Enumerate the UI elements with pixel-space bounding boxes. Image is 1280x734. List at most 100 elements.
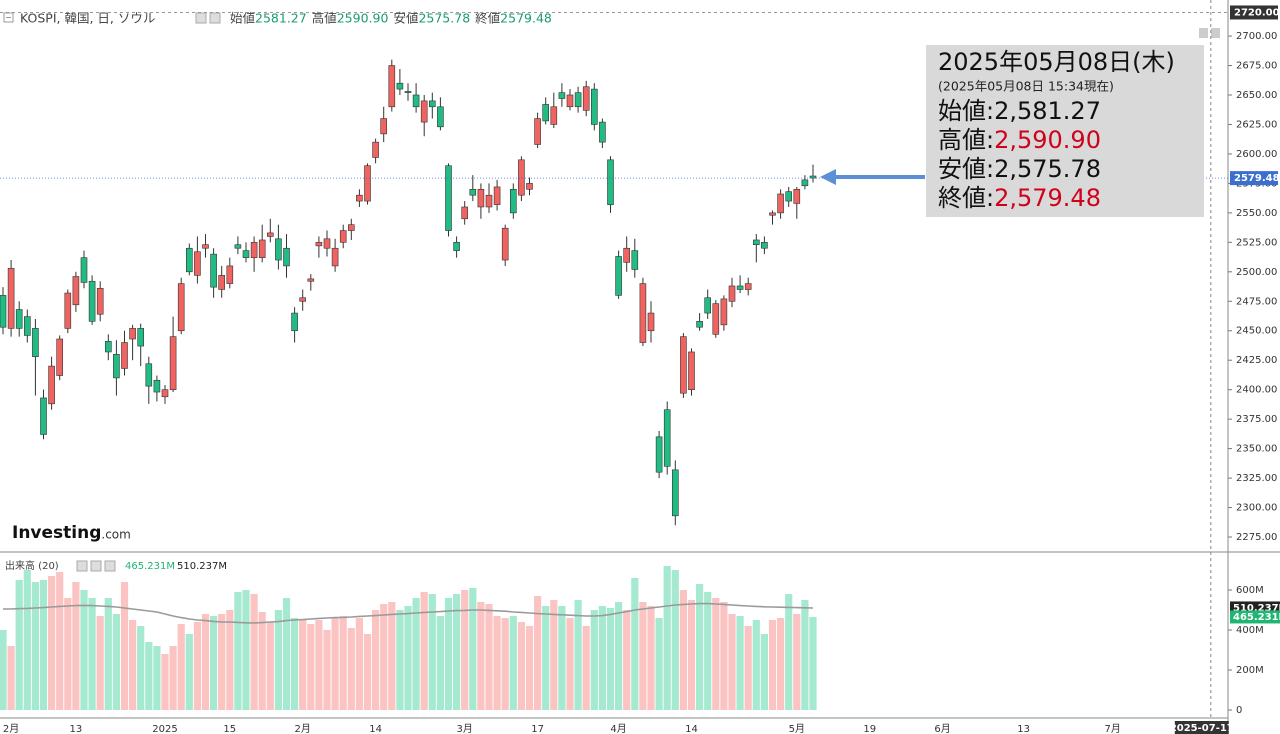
candle-body: [283, 247, 290, 267]
header-label: 高値: [312, 11, 337, 26]
x-tick-label: 2025-07-17: [1170, 723, 1234, 734]
candle-body: [56, 338, 64, 376]
candle-body: [15, 309, 23, 329]
x-label-highlight: [1174, 721, 1229, 734]
scale-icon[interactable]: [1211, 28, 1220, 38]
volume-bar: [671, 570, 679, 710]
volume-bar: [736, 616, 744, 710]
header-label: 安値: [393, 11, 418, 26]
candle-body: [153, 379, 161, 393]
volume-bar: [120, 582, 129, 710]
candle-body: [615, 256, 622, 296]
candle-body: [32, 328, 39, 357]
x-tick-label: 14: [685, 724, 698, 734]
volume-bar: [598, 606, 606, 710]
candle-body: [145, 363, 153, 387]
candle-body: [323, 238, 331, 249]
volume-bar: [785, 594, 793, 710]
x-tick-label: 2月: [3, 723, 19, 734]
y-tick-label: 2625.00: [1236, 119, 1277, 130]
candle-body: [655, 436, 663, 473]
volume-bar: [534, 596, 542, 710]
candle-body: [785, 191, 793, 202]
candle-body: [404, 91, 412, 93]
candle-body: [72, 276, 80, 306]
volume-marker-label: 510.237M: [1233, 603, 1280, 614]
collapse-icon[interactable]: [3, 12, 14, 23]
volume-bar: [169, 646, 177, 710]
volume-bar: [226, 610, 234, 710]
volume-bar: [315, 620, 323, 710]
candle-body: [712, 303, 720, 335]
header-value: 2581.27: [255, 11, 307, 26]
volume-ma-line: [3, 602, 814, 624]
info-value: 2,579.48: [994, 184, 1101, 212]
y-tick-label: 2700.00: [1236, 31, 1277, 42]
candle-body: [607, 159, 614, 205]
candle-body: [777, 193, 784, 214]
y-tick-label: 2325.00: [1236, 473, 1277, 484]
y-tick-label: 2550.00: [1236, 208, 1277, 219]
candle-body: [623, 247, 631, 263]
eye-icon[interactable]: [76, 560, 88, 572]
volume-bar: [639, 602, 647, 710]
settings-icon[interactable]: [90, 560, 102, 572]
volume-bar: [477, 602, 485, 710]
volume-bar: [56, 572, 64, 710]
x-tick-label: 2025: [152, 724, 177, 734]
volume-bar: [404, 606, 412, 710]
candle-body: [226, 265, 234, 284]
candle-body: [550, 106, 558, 125]
candle-body: [647, 312, 655, 332]
candle-body: [356, 194, 363, 202]
header-value: 2575.78: [418, 11, 470, 26]
volume-bar: [793, 614, 801, 710]
candle-body: [453, 242, 460, 251]
volume-bar: [185, 634, 193, 710]
volume-bar: [696, 584, 704, 710]
candle-body: [291, 312, 298, 332]
volume-bar: [728, 614, 736, 710]
candle-body: [234, 244, 242, 249]
candle-body: [186, 247, 193, 273]
scale-icon[interactable]: [1199, 28, 1208, 38]
volume-bar: [663, 566, 671, 710]
volume-bar: [687, 600, 696, 710]
volume-bar: [282, 598, 291, 710]
price-marker-box: [1230, 171, 1278, 186]
candle-body: [23, 316, 31, 336]
eye-icon[interactable]: [195, 12, 207, 24]
header-value: 2590.90: [337, 11, 389, 26]
volume-bar: [517, 622, 525, 710]
volume-title: 出来高 (20): [5, 559, 59, 572]
candle-body: [509, 188, 517, 214]
info-label: 安値:: [938, 155, 994, 183]
candle-body: [121, 342, 128, 369]
volume-bar: [777, 618, 785, 710]
y-tick-label: 2675.00: [1236, 61, 1277, 72]
logo-suffix: .com: [101, 528, 130, 542]
volume-bar: [210, 616, 218, 710]
volume-bar: [760, 634, 768, 710]
candle-body: [80, 257, 88, 283]
candle-body: [218, 275, 225, 290]
candle-body: [7, 267, 15, 329]
info-value: 2,575.78: [994, 155, 1101, 183]
candle-body: [558, 92, 566, 99]
candle-body: [347, 224, 355, 231]
candle-body: [437, 106, 444, 128]
candle-body: [582, 86, 590, 111]
candle-body: [64, 292, 72, 329]
logo: Investing: [12, 523, 101, 543]
x-tick-label: 2月: [295, 723, 311, 734]
candle-body: [663, 409, 671, 467]
close-icon[interactable]: [104, 560, 116, 572]
candle-body: [177, 283, 185, 332]
candle-body: [210, 253, 217, 288]
candle-body: [631, 250, 639, 270]
volume-marker-label: 465.231M: [1233, 612, 1280, 623]
candle-body: [194, 251, 201, 276]
volume-bar: [96, 616, 104, 710]
settings-icon[interactable]: [209, 12, 221, 24]
